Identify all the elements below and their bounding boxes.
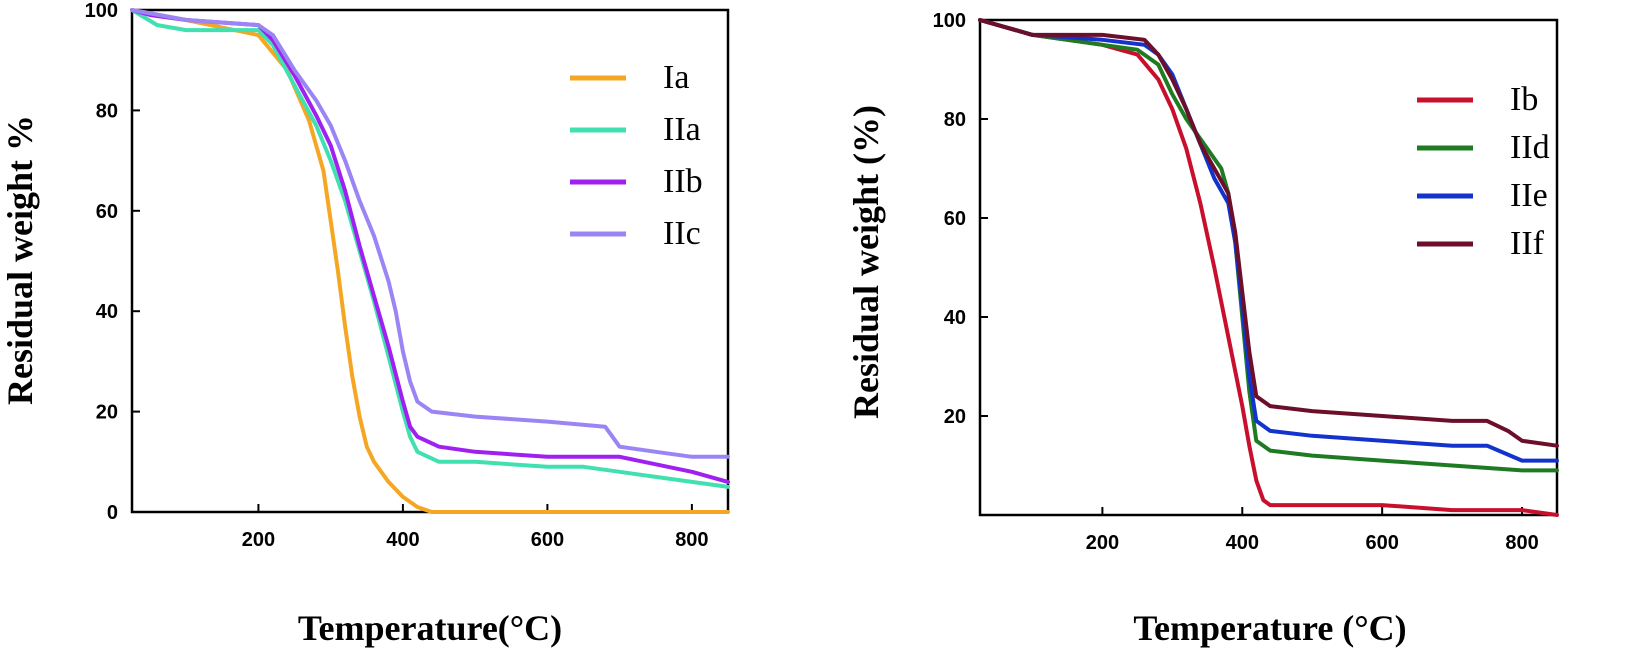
- y-tick-label: 0: [107, 502, 118, 524]
- y-tick-label: 20: [944, 406, 966, 428]
- legend-label: IIf: [1510, 225, 1545, 262]
- series-line-Ib: [978, 18, 1559, 517]
- series-line-IIe: [978, 18, 1559, 463]
- series-line-IIc: [130, 8, 730, 459]
- y-tick-label: 80: [944, 109, 966, 131]
- legend-label: Ia: [663, 59, 689, 96]
- chart-left: 200 400 600 800 0 20 40 60 80 100 Temperature(°C) R…: [0, 0, 730, 648]
- y-tick-label: 60: [96, 201, 118, 223]
- plot-frame: [130, 8, 730, 514]
- legend-label: IIc: [663, 215, 701, 252]
- x-tick-label: 800: [1505, 532, 1538, 554]
- y-tick-label: 80: [96, 100, 118, 122]
- y-tick-label: 60: [944, 208, 966, 230]
- x-tick-label: 400: [1226, 532, 1259, 554]
- x-tick-label: 200: [1086, 532, 1119, 554]
- chart-right: 200 400 600 800 20 40 60 80 100 Temperature (°C) R…: [846, 10, 1559, 648]
- legend-label: IIa: [663, 111, 701, 148]
- series-line-IIf: [978, 18, 1559, 448]
- y-tick-label: 100: [933, 10, 966, 32]
- series-line-Ia: [130, 8, 730, 514]
- legend-label: IIe: [1510, 177, 1548, 214]
- x-axis-title: Temperature (°C): [1133, 608, 1406, 648]
- y-tick-label: 100: [85, 0, 118, 22]
- y-axis-title: Residual weight (%): [846, 105, 886, 419]
- y-tick-label: 20: [96, 402, 118, 424]
- legend-label: IIb: [663, 163, 703, 200]
- x-tick-label: 800: [675, 529, 708, 551]
- y-tick-label: 40: [96, 301, 118, 323]
- legend-label: Ib: [1510, 81, 1538, 118]
- y-tick-label: 40: [944, 307, 966, 329]
- series-line-IIa: [130, 8, 730, 489]
- legend-label: IId: [1510, 129, 1550, 166]
- y-axis-title: Residual weight %: [0, 115, 40, 405]
- x-axis-title: Temperature(°C): [298, 608, 562, 648]
- x-tick-label: 600: [1365, 532, 1398, 554]
- x-tick-label: 400: [386, 529, 419, 551]
- x-tick-label: 200: [242, 529, 275, 551]
- x-tick-label: 600: [531, 529, 564, 551]
- plot-frame: [978, 18, 1559, 517]
